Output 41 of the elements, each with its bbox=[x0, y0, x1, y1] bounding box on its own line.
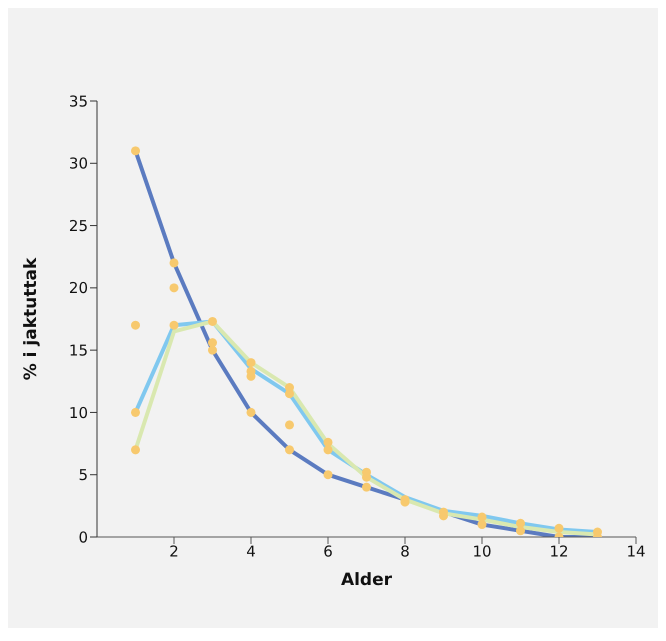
y-axis-title: % i jaktuttak bbox=[21, 257, 42, 380]
point bbox=[169, 258, 179, 268]
point bbox=[208, 338, 218, 348]
y-tick-label: 0 bbox=[78, 528, 88, 546]
y-tick-label: 25 bbox=[68, 216, 88, 235]
point bbox=[477, 512, 487, 522]
y-tick-label: 20 bbox=[68, 279, 88, 298]
point bbox=[130, 146, 140, 156]
point bbox=[284, 445, 294, 454]
point bbox=[516, 526, 526, 536]
point bbox=[284, 420, 294, 430]
y-tick-label: 30 bbox=[68, 154, 88, 173]
point bbox=[516, 518, 526, 528]
point bbox=[246, 358, 256, 368]
point bbox=[362, 482, 372, 492]
x-tick-label: 6 bbox=[323, 542, 333, 561]
y-tick-label: 5 bbox=[78, 466, 88, 484]
point bbox=[130, 320, 140, 330]
point bbox=[208, 346, 218, 355]
x-tick-label: 14 bbox=[626, 542, 646, 561]
point bbox=[554, 524, 564, 533]
y-tick-label: 35 bbox=[68, 92, 88, 110]
point bbox=[477, 520, 487, 530]
point bbox=[323, 438, 333, 447]
point bbox=[130, 445, 140, 454]
y-tick-label: 15 bbox=[68, 341, 88, 360]
x-tick-label: 4 bbox=[246, 542, 256, 561]
point bbox=[208, 316, 218, 326]
x-tick-label: 8 bbox=[400, 542, 410, 561]
x-tick-label: 12 bbox=[549, 542, 569, 561]
point bbox=[169, 283, 179, 292]
point bbox=[246, 408, 256, 417]
point bbox=[284, 389, 294, 398]
y-tick-label: 10 bbox=[68, 404, 88, 422]
x-tick-label: 2 bbox=[169, 542, 179, 561]
point bbox=[130, 408, 140, 417]
point bbox=[169, 320, 179, 330]
point bbox=[323, 445, 333, 454]
x-axis-title: Alder bbox=[340, 570, 393, 590]
point bbox=[323, 470, 333, 480]
x-tick-label: 10 bbox=[472, 542, 492, 561]
